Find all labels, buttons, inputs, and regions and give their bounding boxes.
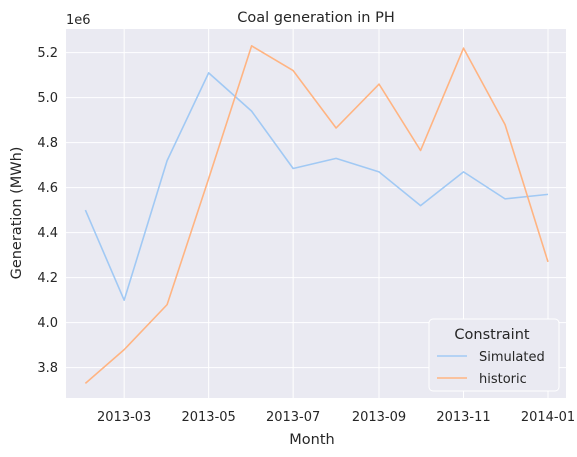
y-tick-label: 4.6	[37, 181, 58, 196]
legend-label-simulated: Simulated	[479, 350, 545, 365]
y-tick-label: 4.4	[37, 226, 58, 241]
legend: Constraint Simulated historic	[428, 318, 560, 392]
series-lines	[84, 45, 549, 384]
series-line-historic	[84, 45, 549, 384]
x-tick-label: 2013-05	[181, 410, 235, 425]
x-tick-label: 2013-07	[266, 410, 320, 425]
series-line-simulated	[84, 72, 549, 301]
y-tick-label: 5.2	[37, 46, 58, 61]
y-tick-label: 4.2	[37, 271, 58, 286]
y-tick-label: 4.0	[37, 316, 58, 331]
y-tick-labels: 3.8 4.0 4.2 4.4 4.6 4.8 5.0 5.2	[37, 46, 58, 376]
chart-title: Coal generation in PH	[237, 10, 394, 26]
x-axis-label: Month	[289, 432, 334, 448]
legend-title: Constraint	[454, 327, 529, 343]
x-tick-labels: 2013-03 2013-05 2013-07 2013-09 2013-11 2014-…	[97, 410, 575, 425]
x-tick-label: 2013-09	[352, 410, 406, 425]
y-tick-label: 3.8	[37, 361, 58, 376]
legend-box	[428, 318, 560, 392]
y-multiplier-label: 1e6	[66, 13, 91, 28]
y-tick-label: 5.0	[37, 91, 58, 106]
x-tick-label: 2013-11	[436, 410, 490, 425]
legend-label-historic: historic	[479, 372, 527, 387]
y-tick-label: 4.8	[37, 136, 58, 151]
x-tick-label: 2013-03	[97, 410, 151, 425]
x-tick-label: 2014-01	[521, 410, 575, 425]
y-axis-label: Generation (MWh)	[9, 147, 25, 280]
x-gridlines	[123, 29, 549, 398]
